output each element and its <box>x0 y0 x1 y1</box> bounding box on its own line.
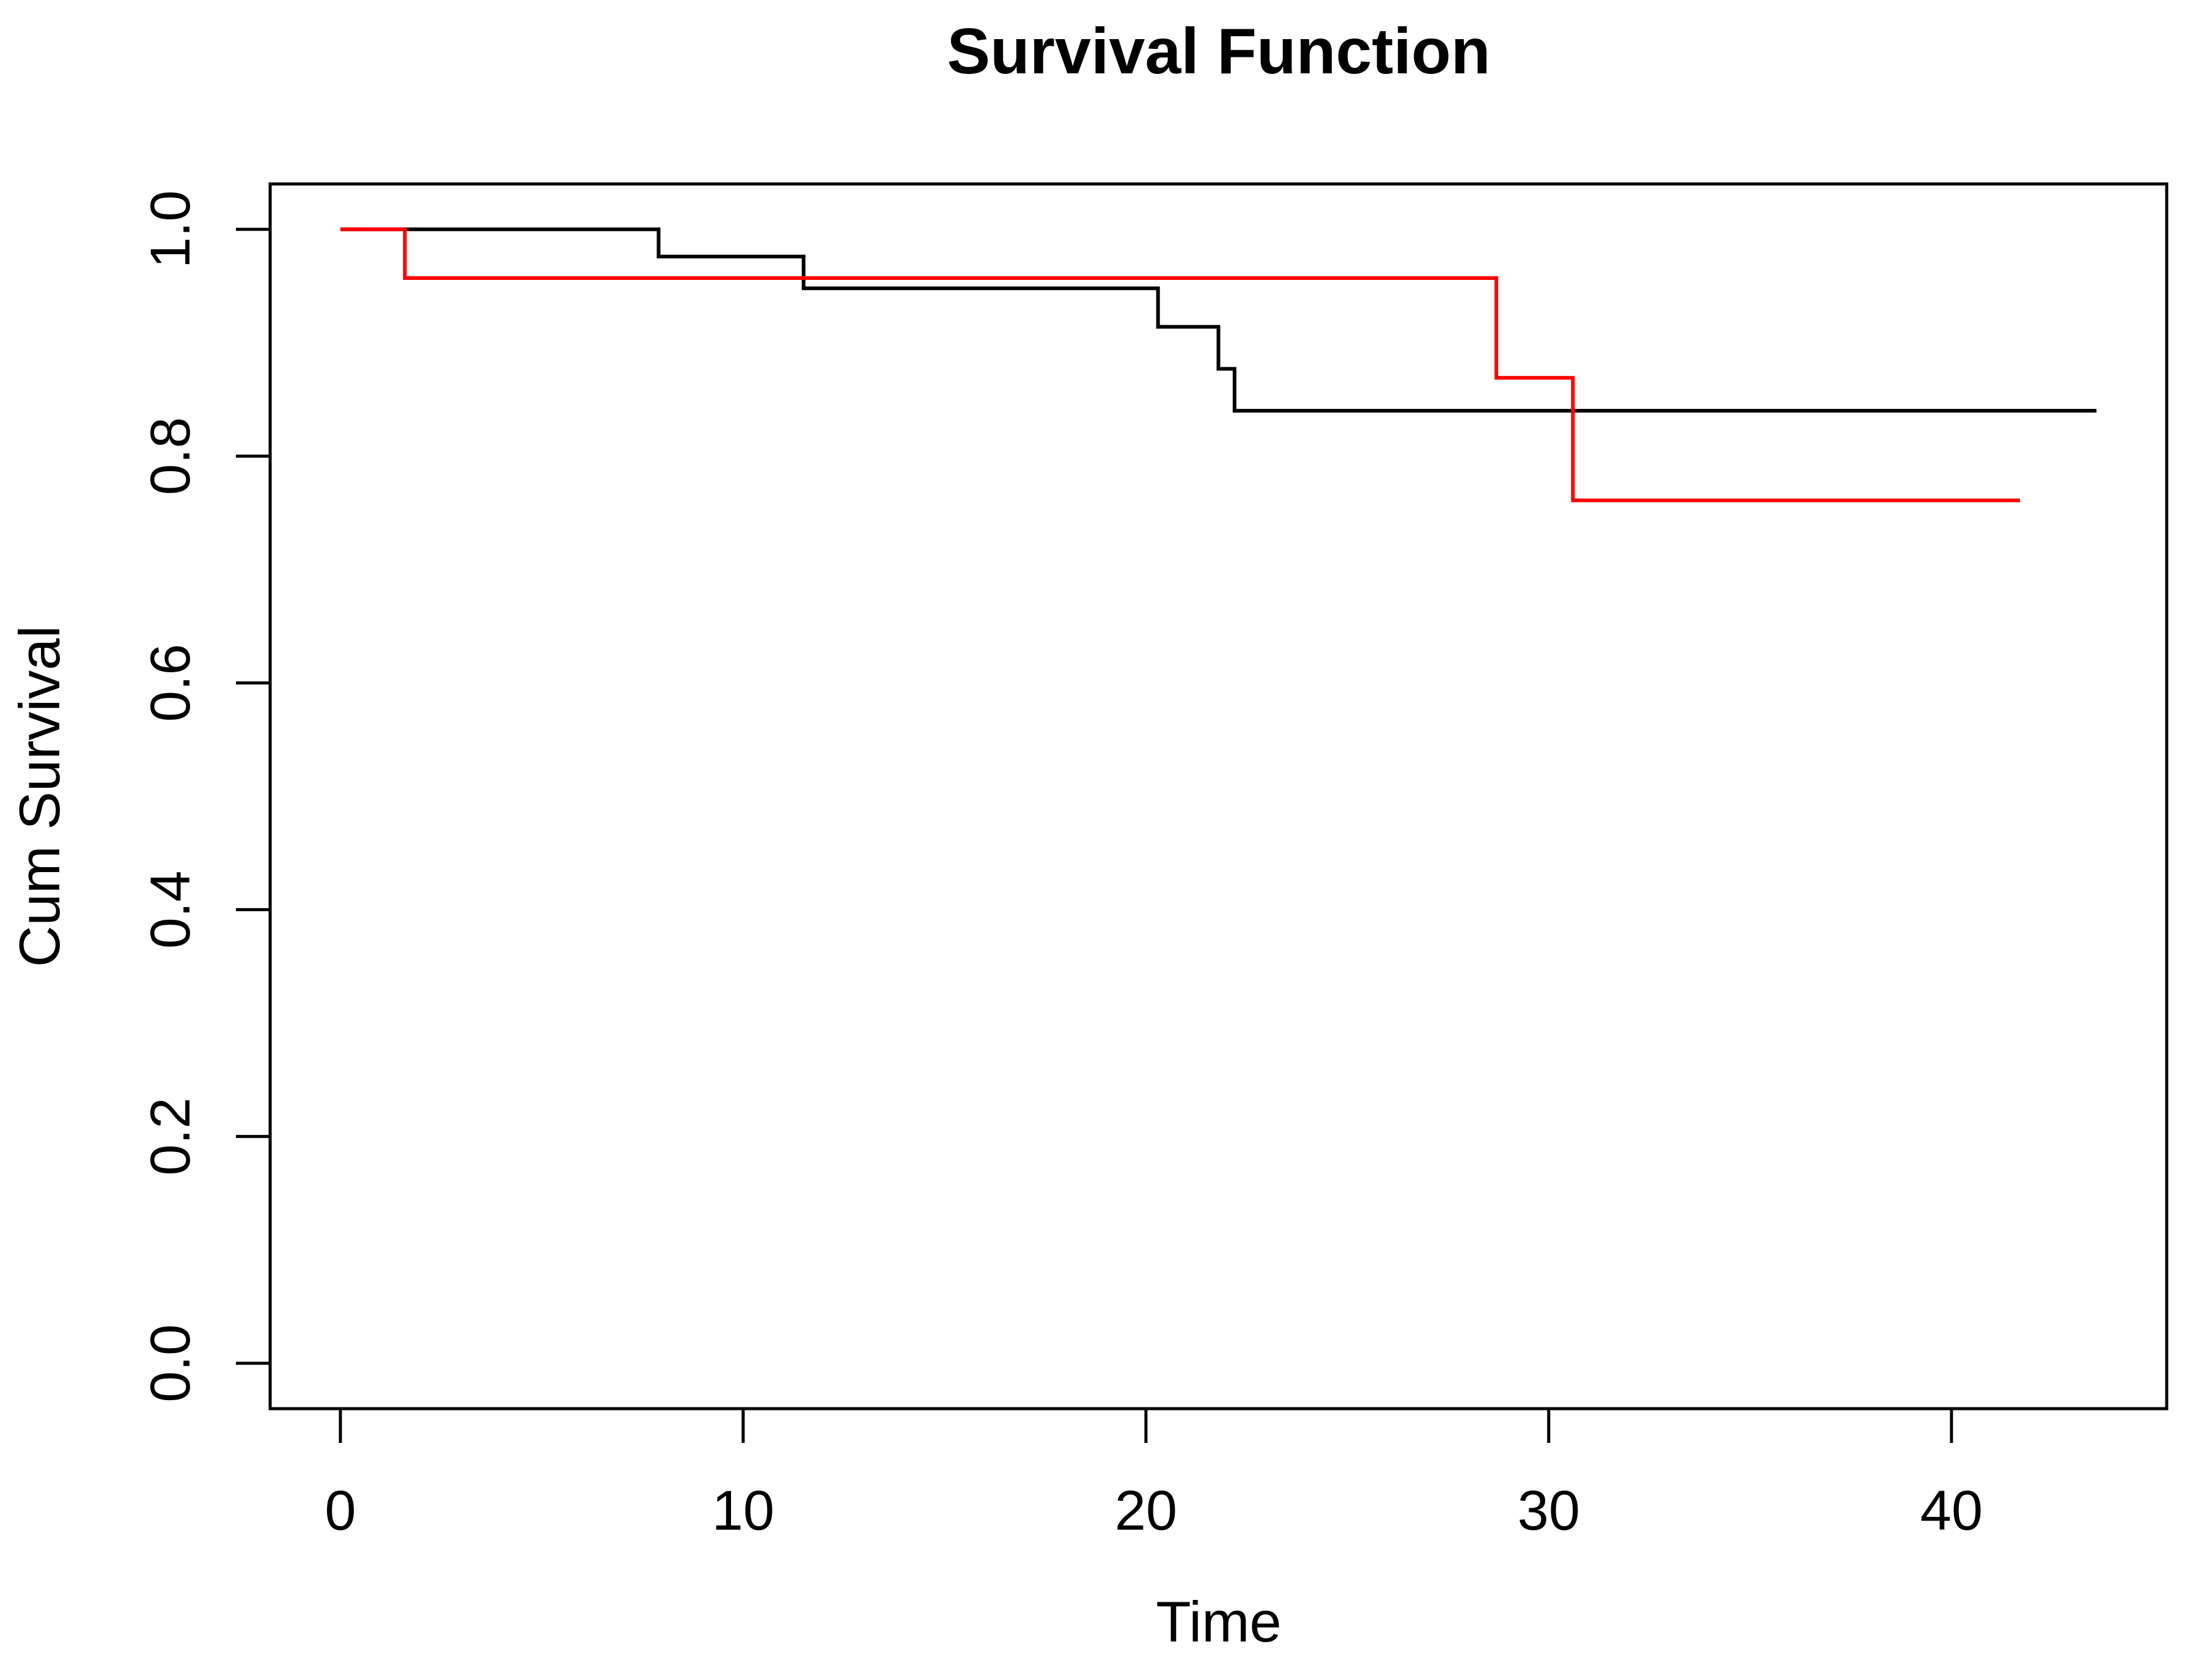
series-step-lines <box>340 227 2097 502</box>
y-tick-label: 0.0 <box>139 1324 202 1403</box>
x-axis-ticks: 0 10 20 30 40 <box>325 1409 1983 1542</box>
y-tick-label: 1.0 <box>139 190 202 268</box>
x-tick-label: 0 <box>325 1480 356 1542</box>
x-tick-label: 20 <box>1115 1480 1177 1542</box>
y-axis-label: Cum Survival <box>7 626 72 967</box>
y-axis-ticks: 0.0 0.2 0.4 0.6 0.8 1.0 <box>139 190 270 1403</box>
y-tick-label: 0.8 <box>139 417 202 495</box>
y-tick-label: 0.2 <box>139 1098 202 1176</box>
y-tick-label: 0.4 <box>139 871 202 949</box>
x-axis-label: Time <box>1156 1590 1281 1654</box>
survival-curve-group-black <box>340 227 2097 413</box>
x-tick-label: 40 <box>1920 1480 1983 1542</box>
plot-box-border <box>268 182 2169 1410</box>
x-tick-label: 30 <box>1518 1480 1580 1542</box>
y-tick-label: 0.6 <box>139 644 202 722</box>
x-tick-label: 10 <box>712 1480 774 1542</box>
chart-title: Survival Function <box>947 15 1490 87</box>
survival-curve-group-red <box>340 227 2020 502</box>
